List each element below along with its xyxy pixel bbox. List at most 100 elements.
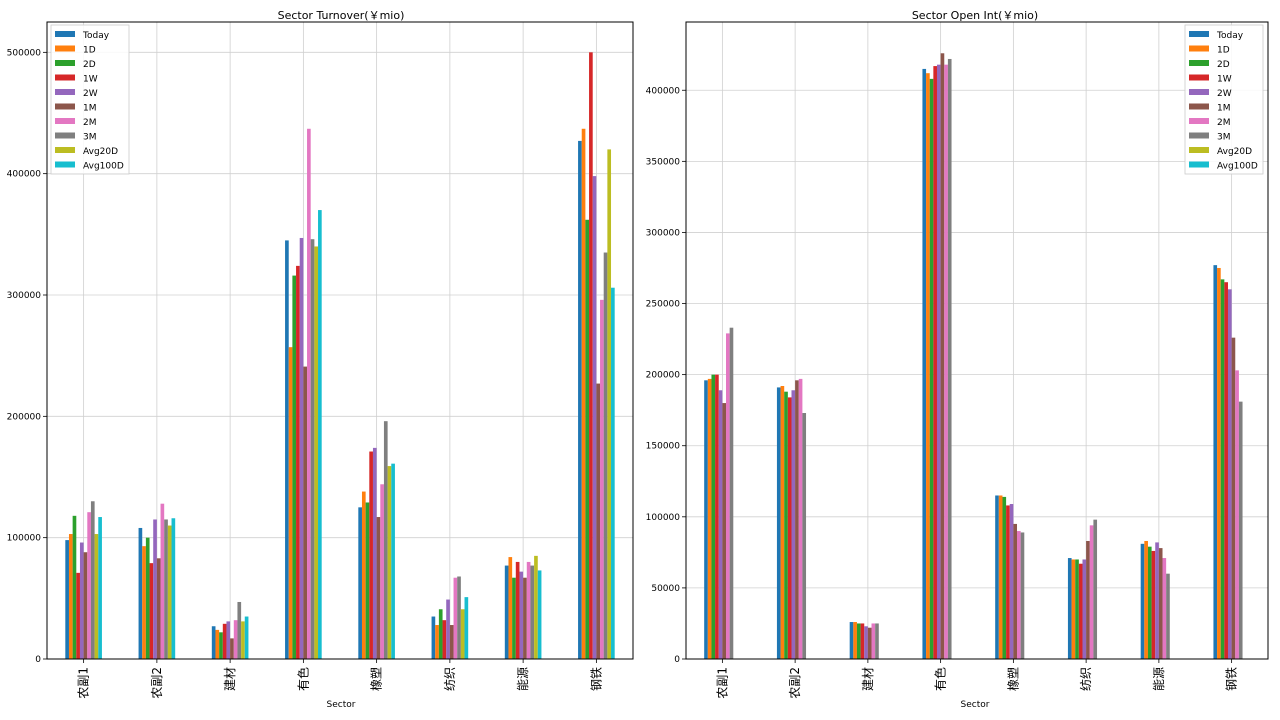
turnover-bar-today bbox=[504, 565, 509, 659]
turnover-bar-today bbox=[138, 527, 143, 659]
turnover-bar-2d bbox=[438, 609, 443, 659]
open-int-bar-1w bbox=[1078, 563, 1083, 659]
turnover-bar-avg100d bbox=[98, 517, 102, 659]
open-int-legend-swatch bbox=[1189, 147, 1209, 153]
turnover-bar-2w bbox=[226, 621, 231, 659]
turnover-bar-3m bbox=[530, 565, 535, 659]
open-int-bar-today bbox=[776, 387, 781, 659]
turnover-bar-1w bbox=[296, 265, 300, 659]
open-int-legend-label: 1W bbox=[1217, 75, 1232, 85]
turnover-bar-2w bbox=[372, 447, 377, 659]
open-int-bar-1m bbox=[1231, 337, 1236, 659]
open-int-y-tick-label: 200000 bbox=[646, 371, 681, 381]
turnover-bar-3m bbox=[383, 421, 388, 659]
open-int-bar-3m bbox=[1238, 401, 1243, 659]
open-int-bar-1d bbox=[853, 622, 857, 659]
turnover-legend-label: 1W bbox=[83, 75, 98, 85]
turnover-bar-1m bbox=[596, 383, 601, 659]
open-int-legend-swatch bbox=[1189, 89, 1209, 95]
turnover-bar-3m bbox=[457, 576, 461, 659]
open-int-bar-1d bbox=[998, 495, 1003, 659]
open-int-y-tick-label: 300000 bbox=[646, 228, 681, 238]
open-int-y-tick-label: 350000 bbox=[646, 157, 681, 167]
turnover-bar-1w bbox=[76, 572, 80, 659]
open-int-x-tick-label: 农副2 bbox=[788, 667, 802, 699]
turnover-x-tick-label: 农副2 bbox=[150, 667, 164, 699]
turnover-bar-1w bbox=[589, 52, 593, 660]
open-int-x-tick-label: 农副1 bbox=[715, 667, 729, 699]
open-int-bar-1d bbox=[1217, 267, 1221, 659]
turnover-legend-label: 2W bbox=[83, 89, 98, 99]
open-int-bar-2m bbox=[944, 64, 948, 659]
turnover-legend-label: Avg100D bbox=[83, 162, 124, 172]
turnover-bar-2d bbox=[585, 219, 590, 660]
turnover-bar-2w bbox=[446, 599, 450, 659]
turnover-bar-1w bbox=[149, 563, 154, 659]
open-int-bar-today bbox=[995, 495, 999, 659]
open-int-bar-1w bbox=[860, 623, 865, 659]
open-int-bar-3m bbox=[1166, 573, 1170, 659]
open-int-plot-area bbox=[686, 22, 1268, 659]
open-int-bar-1m bbox=[1158, 548, 1163, 659]
open-int-bar-2w bbox=[1155, 542, 1159, 659]
open-int-chart-title: Sector Open Int(￥mio) bbox=[912, 9, 1038, 22]
turnover-bar-avg20d bbox=[387, 466, 392, 659]
open-int-bar-2w bbox=[936, 64, 941, 659]
turnover-x-tick-label: 钢铁 bbox=[589, 667, 603, 691]
turnover-bar-avg100d bbox=[171, 518, 176, 659]
turnover-bar-1w bbox=[369, 451, 373, 659]
turnover-legend-label: 3M bbox=[83, 133, 97, 143]
open-int-bar-3m bbox=[1020, 532, 1025, 659]
turnover-bar-2d bbox=[292, 275, 297, 659]
open-int-bar-2w bbox=[791, 390, 796, 659]
open-int-y-tick-label: 50000 bbox=[651, 584, 680, 594]
open-int-bar-today bbox=[1213, 265, 1218, 659]
turnover-legend-swatch bbox=[55, 147, 75, 153]
turnover-bar-avg20d bbox=[534, 555, 538, 659]
open-int-bar-today bbox=[849, 622, 854, 659]
open-int-bar-2m bbox=[798, 378, 803, 659]
turnover-plot-area bbox=[47, 22, 633, 659]
turnover-y-tick-label: 200000 bbox=[7, 412, 42, 422]
turnover-bar-1m bbox=[449, 625, 454, 659]
turnover-bar-avg20d bbox=[241, 621, 245, 659]
open-int-legend-swatch bbox=[1189, 118, 1209, 124]
turnover-legend-label: 2M bbox=[83, 118, 97, 128]
turnover-x-tick-label: 能源 bbox=[516, 667, 530, 691]
turnover-bar-1m bbox=[303, 366, 308, 659]
open-int-legend-swatch bbox=[1189, 31, 1209, 37]
turnover-bar-2m bbox=[600, 299, 604, 659]
turnover-bar-2m bbox=[453, 577, 458, 659]
open-int-bar-2d bbox=[711, 374, 716, 659]
turnover-y-tick-label: 0 bbox=[35, 655, 41, 665]
turnover-x-tick-label: 有色 bbox=[296, 667, 310, 691]
turnover-bar-avg100d bbox=[464, 597, 469, 659]
open-int-bar-1m bbox=[722, 403, 727, 659]
open-int-bar-1w bbox=[715, 374, 719, 659]
turnover-bar-2m bbox=[307, 128, 311, 660]
turnover-bar-2m bbox=[160, 503, 165, 659]
open-int-bar-today bbox=[1067, 558, 1072, 659]
open-int-legend-label: 3M bbox=[1217, 133, 1231, 143]
turnover-bar-avg100d bbox=[611, 287, 615, 659]
open-int-chart: Sector Open Int(￥mio) Sector 0 50000 10000… bbox=[646, 9, 1269, 710]
open-int-x-tick-label: 钢铁 bbox=[1225, 667, 1239, 691]
turnover-bar-3m bbox=[603, 252, 608, 660]
turnover-legend-label: 2D bbox=[83, 60, 96, 70]
open-int-x-tick-label: 有色 bbox=[934, 667, 948, 691]
turnover-bar-today bbox=[578, 140, 582, 659]
turnover-bar-2m bbox=[380, 484, 384, 659]
open-int-y-tick-label: 0 bbox=[674, 655, 680, 665]
turnover-bar-avg20d bbox=[607, 149, 612, 659]
open-int-bar-1d bbox=[1144, 540, 1148, 659]
open-int-bar-2m bbox=[726, 333, 730, 659]
turnover-legend-swatch bbox=[55, 103, 75, 110]
turnover-bar-3m bbox=[310, 239, 315, 660]
turnover-axes-frame bbox=[46, 21, 634, 660]
turnover-bar-avg100d bbox=[537, 570, 542, 659]
turnover-legend: Today 1D 2D 1W 2W 1M 2M 3M Avg20D Avg100D bbox=[50, 24, 130, 175]
turnover-bar-2w bbox=[79, 542, 84, 659]
open-int-bar-2m bbox=[1089, 525, 1094, 659]
open-int-legend-label: 1M bbox=[1217, 104, 1231, 114]
turnover-bar-2m bbox=[233, 620, 238, 659]
